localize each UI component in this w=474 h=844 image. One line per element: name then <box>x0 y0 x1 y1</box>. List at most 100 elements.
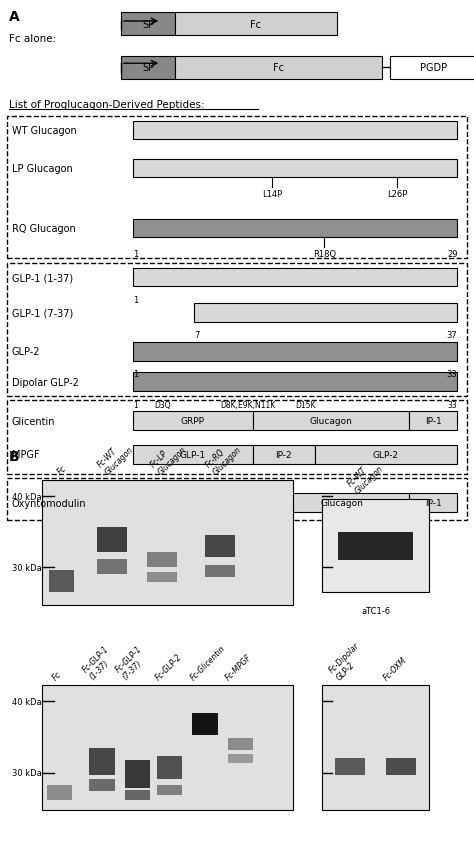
Bar <box>335 758 365 776</box>
Bar <box>97 559 127 574</box>
Bar <box>121 13 175 36</box>
Bar <box>409 494 457 512</box>
Text: Fc-RQ
Glucagon: Fc-RQ Glucagon <box>204 437 243 476</box>
Bar <box>409 412 457 430</box>
Text: B: B <box>9 449 19 463</box>
Bar <box>133 373 457 392</box>
Text: 1: 1 <box>133 295 138 305</box>
Bar <box>90 779 115 792</box>
Text: Fc alone:: Fc alone: <box>9 34 57 44</box>
Text: Dipolar GLP-2: Dipolar GLP-2 <box>12 377 79 387</box>
Bar <box>7 263 467 397</box>
Bar <box>133 446 253 464</box>
Text: IP-1: IP-1 <box>425 417 441 425</box>
Text: Fc-GLP-2: Fc-GLP-2 <box>154 652 183 681</box>
Text: GLP-2: GLP-2 <box>373 451 399 459</box>
Text: SP: SP <box>142 19 154 30</box>
Bar <box>42 480 293 605</box>
Text: 33: 33 <box>447 400 457 409</box>
Text: 37: 37 <box>447 331 457 340</box>
Text: Fc-GLP-1
(7-37): Fc-GLP-1 (7-37) <box>113 644 151 681</box>
Text: 1: 1 <box>133 250 138 259</box>
Bar <box>390 57 474 80</box>
Bar <box>175 57 382 80</box>
Bar <box>47 785 72 800</box>
Text: MPGF: MPGF <box>12 450 39 460</box>
Text: 7: 7 <box>194 331 200 340</box>
Bar <box>133 343 457 361</box>
Bar <box>133 160 457 178</box>
Text: 40 kDa: 40 kDa <box>12 492 42 501</box>
Bar <box>147 573 177 582</box>
Text: Fc: Fc <box>273 63 284 73</box>
Text: IP-1: IP-1 <box>425 499 441 507</box>
Text: 1: 1 <box>133 400 137 409</box>
Text: L26P: L26P <box>387 190 408 199</box>
Bar <box>49 571 74 592</box>
Text: GLP-2: GLP-2 <box>12 347 40 357</box>
Text: 30 kDa: 30 kDa <box>12 563 42 572</box>
Text: PGDP: PGDP <box>420 63 447 73</box>
Text: D15K: D15K <box>295 400 316 409</box>
Text: SP: SP <box>142 63 154 73</box>
Bar <box>7 479 467 521</box>
Bar <box>147 553 177 568</box>
Text: R18Q: R18Q <box>313 250 336 259</box>
Bar <box>253 446 315 464</box>
Bar <box>121 57 175 80</box>
Bar <box>228 754 253 763</box>
Bar <box>338 533 413 560</box>
Bar <box>205 565 235 577</box>
Text: 40 kDa: 40 kDa <box>12 697 42 706</box>
Text: L14P: L14P <box>262 190 283 199</box>
Bar <box>133 122 457 140</box>
Text: RQ Glucagon: RQ Glucagon <box>12 224 75 234</box>
Text: IP-2: IP-2 <box>275 451 292 459</box>
Text: Fc-Glicentin: Fc-Glicentin <box>189 642 227 681</box>
Bar <box>253 412 409 430</box>
Text: Fc-WT
Glucagon: Fc-WT Glucagon <box>346 457 385 495</box>
Bar <box>192 713 218 735</box>
Text: Fc-LP
Glucagon: Fc-LP Glucagon <box>148 437 188 476</box>
Bar <box>157 785 182 795</box>
Text: A: A <box>9 10 19 24</box>
Bar <box>133 412 253 430</box>
Bar <box>42 685 293 810</box>
Text: GLP-1 (1-37): GLP-1 (1-37) <box>12 273 73 283</box>
Bar <box>133 268 457 287</box>
Text: 1: 1 <box>133 370 138 379</box>
Text: 29: 29 <box>447 250 457 259</box>
Text: Fc-WT
Glucagon: Fc-WT Glucagon <box>96 437 135 476</box>
Text: Fc: Fc <box>250 19 262 30</box>
Text: D8K,E9K,N11K: D8K,E9K,N11K <box>220 400 276 409</box>
Bar <box>97 528 127 553</box>
Bar <box>386 758 416 776</box>
Bar <box>322 500 429 592</box>
Text: Fc: Fc <box>55 463 68 476</box>
Bar <box>175 13 337 36</box>
Bar <box>322 685 429 810</box>
Text: Fc-Dipolar
GLP-2: Fc-Dipolar GLP-2 <box>328 640 369 681</box>
Text: Fc-MPGF: Fc-MPGF <box>224 652 254 681</box>
Text: GLP-1: GLP-1 <box>180 451 206 459</box>
Text: Glicentin: Glicentin <box>12 416 55 426</box>
Bar <box>275 494 409 512</box>
Text: WT Glucagon: WT Glucagon <box>12 126 77 136</box>
Bar <box>157 756 182 779</box>
Text: 30 kDa: 30 kDa <box>12 768 42 777</box>
Bar <box>7 401 467 474</box>
Bar <box>125 760 150 787</box>
Bar <box>315 446 457 464</box>
Text: GLP-1 (7-37): GLP-1 (7-37) <box>12 308 73 318</box>
Bar <box>7 117 467 258</box>
Text: LP Glucagon: LP Glucagon <box>12 164 73 174</box>
Text: 33: 33 <box>447 370 457 379</box>
Text: Oxyntomodulin: Oxyntomodulin <box>12 498 86 508</box>
Text: Fc: Fc <box>50 668 63 681</box>
Bar <box>90 748 115 776</box>
Text: Glucagon: Glucagon <box>321 499 364 507</box>
Text: Fc-OXM: Fc-OXM <box>382 654 409 681</box>
Text: Glucagon: Glucagon <box>310 417 352 425</box>
Text: D3Q: D3Q <box>154 400 171 409</box>
Text: GRPP: GRPP <box>181 417 205 425</box>
